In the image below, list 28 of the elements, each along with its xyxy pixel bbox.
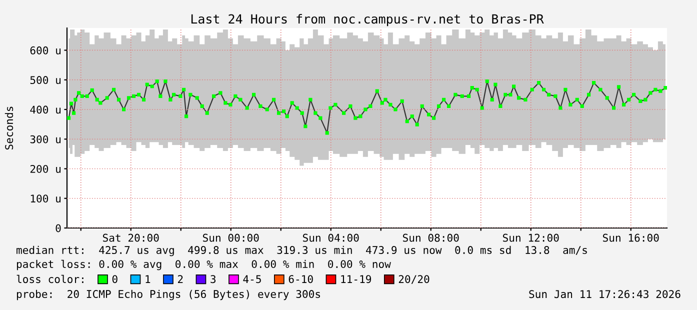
legend-label: 1	[146, 275, 150, 283]
x-tick-label: Sun 16:00	[602, 234, 659, 242]
text: median rtt: 425.7 us avg 499.8 us max 319.3 us min 473.9 us now 0.0 ms sd 13.8 am/s	[16, 246, 587, 256]
y-tick-label: 0	[56, 224, 61, 232]
legend-label: 6-10	[288, 275, 313, 284]
legend-label: 3	[210, 275, 216, 284]
x-tick-label: Sat 20:00	[102, 234, 159, 242]
legend-label: 4-5	[243, 275, 261, 284]
chart-title: Last 24 Hours from noc.campus-rv.net to Bras-PR	[191, 14, 544, 26]
legend-label: 2	[178, 275, 183, 283]
text: probe: 20 ICMP Echo Pings (56 Bytes) every 300s	[16, 290, 320, 300]
y-tick-label: 300 u	[30, 135, 61, 144]
text: Sun Jan 11 17:26:43 2026	[529, 290, 680, 298]
text: packet loss: 0.00 % avg 0.00 % max 0.00 % min 0.00 % now	[16, 260, 391, 270]
x-tick-label: Sun 08:00	[402, 234, 459, 242]
legend-label: 0	[112, 275, 118, 284]
y-axis-title: Seconds	[4, 106, 14, 150]
legend-label: 11-19	[341, 275, 372, 284]
y-tick-label: 200 u	[30, 164, 61, 173]
x-tick-label: Sun 00:00	[202, 234, 259, 242]
x-tick-label: Sun 12:00	[502, 234, 559, 242]
legend-title: loss color:	[16, 274, 84, 284]
x-tick-label: Sun 04:00	[302, 234, 359, 242]
y-tick-label: 400 u	[30, 106, 61, 114]
y-tick-label: 100 u	[30, 194, 61, 203]
y-tick-label: 600 u	[30, 46, 61, 54]
legend-label: 20/20	[398, 275, 430, 284]
y-tick-label: 500 u	[30, 76, 61, 84]
